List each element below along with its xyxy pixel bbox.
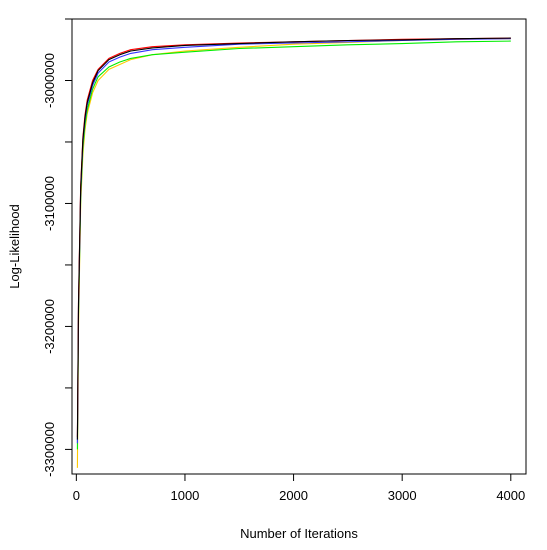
series-line-1 <box>76 38 511 468</box>
y-tick-label: -3200000 <box>42 299 57 354</box>
y-axis: -3300000 -3200000 -3100000 -3000000 <box>42 18 72 477</box>
y-tick-label: -3300000 <box>42 422 57 477</box>
series-line-3 <box>76 38 511 444</box>
x-axis: 0 1000 2000 3000 4000 <box>73 474 525 503</box>
x-axis-title: Number of Iterations <box>240 526 358 541</box>
x-tick-label: 2000 <box>279 488 308 503</box>
x-tick-label: 4000 <box>496 488 525 503</box>
plot-frame <box>71 18 527 475</box>
series-layer <box>76 37 511 468</box>
x-tick-label: 1000 <box>170 488 199 503</box>
series-line-4 <box>76 37 511 438</box>
y-tick-label: -3100000 <box>42 176 57 231</box>
x-tick-label: 0 <box>73 488 80 503</box>
series-line-2 <box>76 40 511 450</box>
series-line-5 <box>76 37 511 440</box>
x-tick-label: 3000 <box>388 488 417 503</box>
y-tick-label: -3000000 <box>42 53 57 108</box>
y-axis-title: Log-Likelihood <box>7 204 22 289</box>
